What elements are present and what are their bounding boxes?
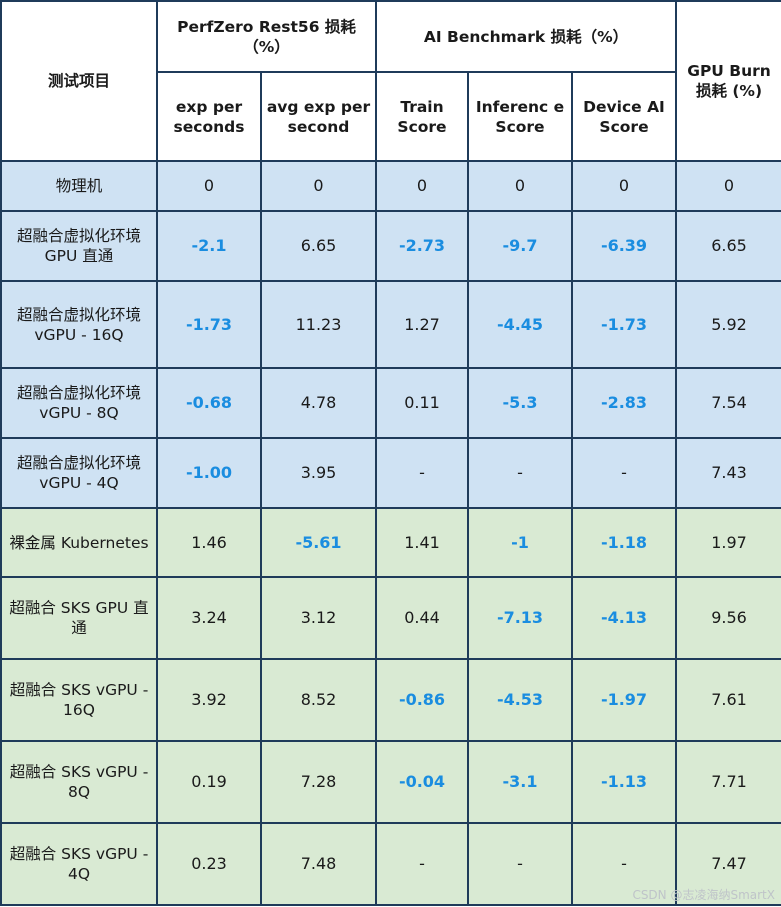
row-label: 超融合 SKS GPU 直通 <box>0 576 158 660</box>
table-cell: -4.45 <box>467 280 573 369</box>
header-item: 测试项目 <box>0 0 158 162</box>
table-cell: -1.97 <box>570 658 678 742</box>
table-cell: 0.23 <box>156 822 262 906</box>
table-row: 超融合 SKS vGPU - 8Q 0.19 7.28 -0.04 -3.1 -1.13 7… <box>0 740 781 824</box>
table-row: 超融合虚拟化环境 vGPU - 16Q -1.73 11.23 1.27 -4.45 -1… <box>0 280 781 369</box>
table-cell: 1.41 <box>375 507 469 578</box>
header-ai-benchmark-group: AI Benchmark 损耗（%） <box>374 0 678 73</box>
table-cell: -1.18 <box>570 507 678 578</box>
table-cell: - <box>375 822 469 906</box>
table-cell: 7.71 <box>675 740 781 824</box>
table-cell: -3.1 <box>467 740 573 824</box>
table-cell: 6.65 <box>675 210 781 282</box>
table-cell: -1 <box>467 507 573 578</box>
row-label: 超融合虚拟化环境 vGPU - 4Q <box>0 437 158 509</box>
table-cell: -7.13 <box>467 576 573 660</box>
table-cell: -1.13 <box>570 740 678 824</box>
table-cell: -5.61 <box>260 507 377 578</box>
table-cell: 7.48 <box>260 822 377 906</box>
table-cell: 5.92 <box>675 280 781 369</box>
watermark: CSDN @志凌海纳SmartX <box>632 888 775 902</box>
table-cell: 0.11 <box>375 367 469 439</box>
table-cell: 7.43 <box>675 437 781 509</box>
table-cell: 0 <box>675 160 781 212</box>
row-label: 超融合虚拟化环境 vGPU - 16Q <box>0 280 158 369</box>
table-cell: 7.47 <box>675 822 781 906</box>
header-perfzero-group: PerfZero Rest56 损耗（%） <box>156 0 377 73</box>
table-cell: -4.53 <box>467 658 573 742</box>
row-label: 超融合虚拟化环境 GPU 直通 <box>0 210 158 282</box>
table-row: 超融合 SKS vGPU - 16Q 3.92 8.52 -0.86 -4.53 -1.9… <box>0 658 781 742</box>
table-cell: -5.3 <box>467 367 573 439</box>
header-gpu-burn: GPU Burn 损耗 (%) <box>675 0 781 162</box>
table-cell: 6.65 <box>260 210 377 282</box>
table-cell: - <box>570 437 678 509</box>
table-row: 超融合 SKS GPU 直通 3.24 3.12 0.44 -7.13 -4.13 9.56 <box>0 576 781 660</box>
table-cell: 3.12 <box>260 576 377 660</box>
table-row: 超融合 SKS vGPU - 4Q 0.23 7.48- - -7.47 <box>0 822 781 906</box>
table-row: 裸金属 Kubernetes 1.46 -5.61 1.41 -1 -1.18 1.97 <box>0 507 781 578</box>
table-cell: -0.86 <box>375 658 469 742</box>
table-cell: -2.1 <box>156 210 262 282</box>
table-cell: 0 <box>570 160 678 212</box>
table-cell: 11.23 <box>260 280 377 369</box>
table-cell: - <box>467 822 573 906</box>
table-cell: -0.04 <box>375 740 469 824</box>
table-cell: -9.7 <box>467 210 573 282</box>
table-cell: 0 <box>156 160 262 212</box>
table-cell: 7.61 <box>675 658 781 742</box>
table-cell: 9.56 <box>675 576 781 660</box>
table-cell: 7.54 <box>675 367 781 439</box>
row-label: 裸金属 Kubernetes <box>0 507 158 578</box>
table-cell: -2.83 <box>570 367 678 439</box>
table-cell: -6.39 <box>570 210 678 282</box>
table-row: 超融合虚拟化环境 GPU 直通 -2.1 6.65 -2.73 -9.7 -6.39 6.6… <box>0 210 781 282</box>
row-label: 超融合 SKS vGPU - 16Q <box>0 658 158 742</box>
table-cell: 0 <box>260 160 377 212</box>
table-cell: - <box>375 437 469 509</box>
row-label: 超融合 SKS vGPU - 4Q <box>0 822 158 906</box>
table-cell: 0.19 <box>156 740 262 824</box>
table-row: 超融合虚拟化环境 vGPU - 8Q -0.68 4.78 0.11 -5.3 -2.83… <box>0 367 781 439</box>
table-cell: -1.00 <box>156 437 262 509</box>
table-cell: 1.27 <box>375 280 469 369</box>
row-label: 超融合 SKS vGPU - 8Q <box>0 740 158 824</box>
table-cell: -0.68 <box>156 367 262 439</box>
table-row: 物理机 0 0 0 0 0 0 <box>0 160 781 212</box>
table-row: 超融合虚拟化环境 vGPU - 4Q -1.00 3.95- - -7.43 <box>0 437 781 509</box>
header-exp-per-seconds: exp per seconds <box>156 71 262 162</box>
table-cell: 3.24 <box>156 576 262 660</box>
table-cell: -1.73 <box>570 280 678 369</box>
table-cell: 0 <box>375 160 469 212</box>
table-cell: 0 <box>467 160 573 212</box>
table-cell: 0.44 <box>375 576 469 660</box>
header-inference-score: Inferenc e Score <box>467 71 573 162</box>
table-cell: -1.73 <box>156 280 262 369</box>
table-cell: - <box>467 437 573 509</box>
header-avg-exp-per-second: avg exp per second <box>260 71 377 162</box>
table-cell: -4.13 <box>570 576 678 660</box>
header-train-score: Train Score <box>375 71 469 162</box>
table-cell: 8.52 <box>260 658 377 742</box>
table-cell: -2.73 <box>375 210 469 282</box>
table-cell: 3.92 <box>156 658 262 742</box>
row-label: 超融合虚拟化环境 vGPU - 8Q <box>0 367 158 439</box>
table-cell: - <box>570 822 678 906</box>
table-cell: 1.46 <box>156 507 262 578</box>
table-cell: 4.78 <box>260 367 377 439</box>
table-cell: 1.97 <box>675 507 781 578</box>
header-device-ai-score: Device AI Score <box>570 71 678 162</box>
table-cell: 7.28 <box>260 740 377 824</box>
table-cell: 3.95 <box>260 437 377 509</box>
row-label: 物理机 <box>0 160 158 212</box>
table-body: 物理机 0 0 0 0 0 0 超融合虚拟化环境 GPU 直通 -2.1 6.65 -2.73 -9.… <box>0 160 781 906</box>
